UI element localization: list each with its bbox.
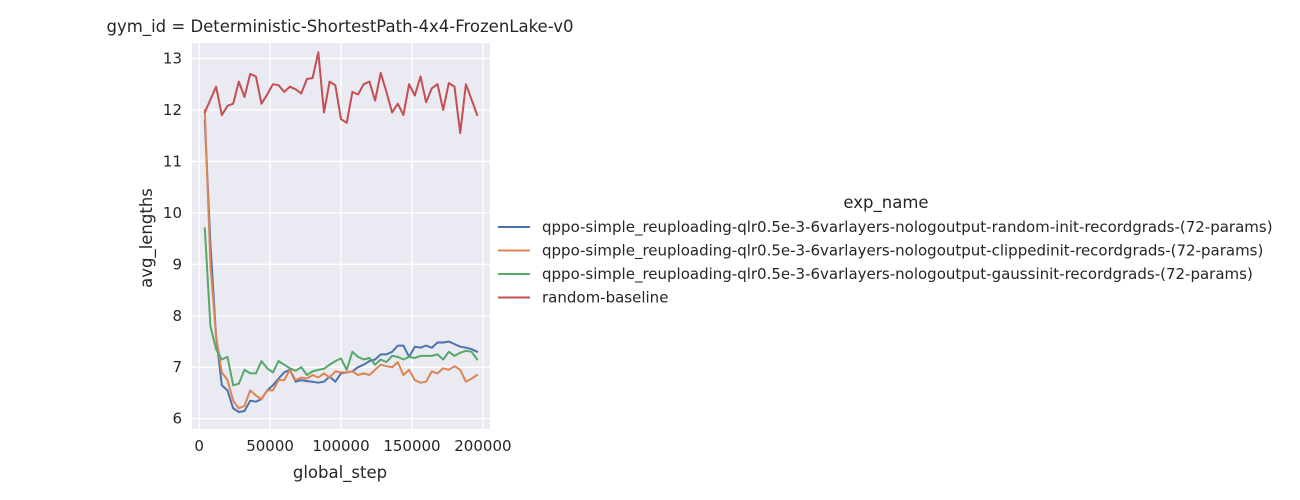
legend-title: exp_name [843,193,928,213]
x-tick-label: 50000 [246,437,294,455]
y-tick-label: 11 [163,152,182,170]
legend-label: qppo-simple_reuploading-qlr0.5e-3-6varla… [542,265,1253,284]
series-line-2 [203,108,479,410]
y-tick-labels: 6 7 8 9 10 11 12 13 [163,49,182,427]
y-tick-label: 6 [172,410,182,428]
series-line-3 [203,227,479,387]
x-tick-labels: 0 50000 100000 150000 200000 [194,437,511,455]
x-tick-label: 100000 [312,437,369,455]
y-tick-label: 12 [163,101,182,119]
series-line-4 [203,51,479,135]
legend-label: qppo-simple_reuploading-qlr0.5e-3-6varla… [542,218,1273,237]
y-tick-label: 8 [172,307,182,325]
y-tick-label: 9 [172,255,182,273]
legend: exp_name qppo-simple_reuploading-qlr0.5e… [498,193,1273,307]
chart-title: gym_id = Deterministic-ShortestPath-4x4-… [107,17,574,37]
y-tick-label: 13 [163,49,182,67]
legend-label: qppo-simple_reuploading-qlr0.5e-3-6varla… [542,242,1263,261]
y-tick-label: 7 [172,358,182,376]
series-lines [203,51,479,413]
legend-items: qppo-simple_reuploading-qlr0.5e-3-6varla… [498,218,1273,307]
y-tick-label: 10 [163,204,182,222]
legend-label: random-baseline [542,289,668,307]
x-tick-label: 150000 [383,437,440,455]
gridlines [192,43,490,429]
x-tick-label: 200000 [454,437,511,455]
y-axis-title: avg_lengths [137,188,157,288]
x-axis-title: global_step [293,463,387,483]
x-tick-label: 0 [194,437,204,455]
